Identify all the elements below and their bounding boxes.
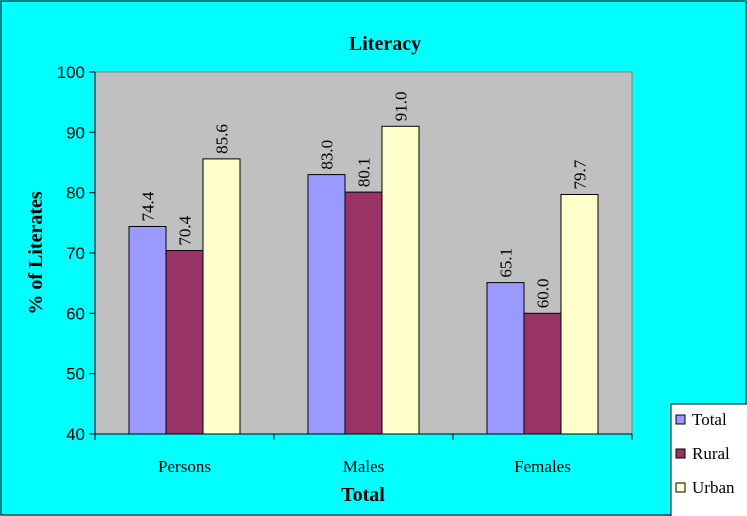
bar-males-urban <box>381 125 420 435</box>
data-label: 60.0 <box>534 279 553 309</box>
y-tick-label: 90 <box>66 123 85 142</box>
chart-title: Literacy <box>349 33 421 55</box>
y-tick-label: 80 <box>66 184 85 203</box>
legend-label-rural: Rural <box>692 444 730 463</box>
data-label: 79.7 <box>571 159 590 189</box>
bar-males-rural <box>344 191 383 435</box>
category-label: Males <box>343 457 385 476</box>
data-label: 70.4 <box>176 215 195 245</box>
legend-label-urban: Urban <box>692 478 735 497</box>
bar-females-total <box>486 282 525 435</box>
legend-label-total: Total <box>692 410 727 429</box>
legend-swatch-total <box>675 414 686 425</box>
legend-box <box>670 403 747 516</box>
legend-items: Total Rural Urban <box>675 410 735 497</box>
data-labels-layer: 74.4 70.4 85.6 83.0 80.1 91.0 65.1 60.0 79.7 <box>139 92 590 309</box>
bar-females-rural <box>523 312 562 435</box>
category-label: Persons <box>158 457 211 476</box>
legend: Total Rural Urban <box>670 403 747 516</box>
axes-layer: Persons Males Females 40 50 60 70 80 90 100 <box>57 63 633 476</box>
data-label: 65.1 <box>497 248 516 278</box>
legend-swatch-rural <box>675 448 686 459</box>
y-axis-title: % of Literates <box>25 191 47 315</box>
bar-persons-total <box>128 226 167 435</box>
category-label: Females <box>514 457 571 476</box>
bar-females-urban <box>560 194 599 435</box>
x-axis-title: Total <box>341 484 385 506</box>
y-tick-label: 60 <box>66 304 85 323</box>
data-label: 74.4 <box>139 191 158 221</box>
legend-swatch-urban <box>675 482 686 493</box>
y-tick-label: 50 <box>66 365 85 384</box>
bar-persons-urban <box>202 158 241 435</box>
bars-layer <box>128 125 599 435</box>
data-label: 80.1 <box>355 157 374 187</box>
y-tick-label: 70 <box>66 244 85 263</box>
data-label: 85.6 <box>213 124 232 154</box>
data-label: 83.0 <box>318 140 337 170</box>
bar-persons-rural <box>165 250 204 435</box>
y-tick-label: 100 <box>57 63 85 82</box>
data-label: 91.0 <box>392 92 411 122</box>
y-tick-label: 40 <box>66 425 85 444</box>
bar-males-total <box>307 174 346 435</box>
